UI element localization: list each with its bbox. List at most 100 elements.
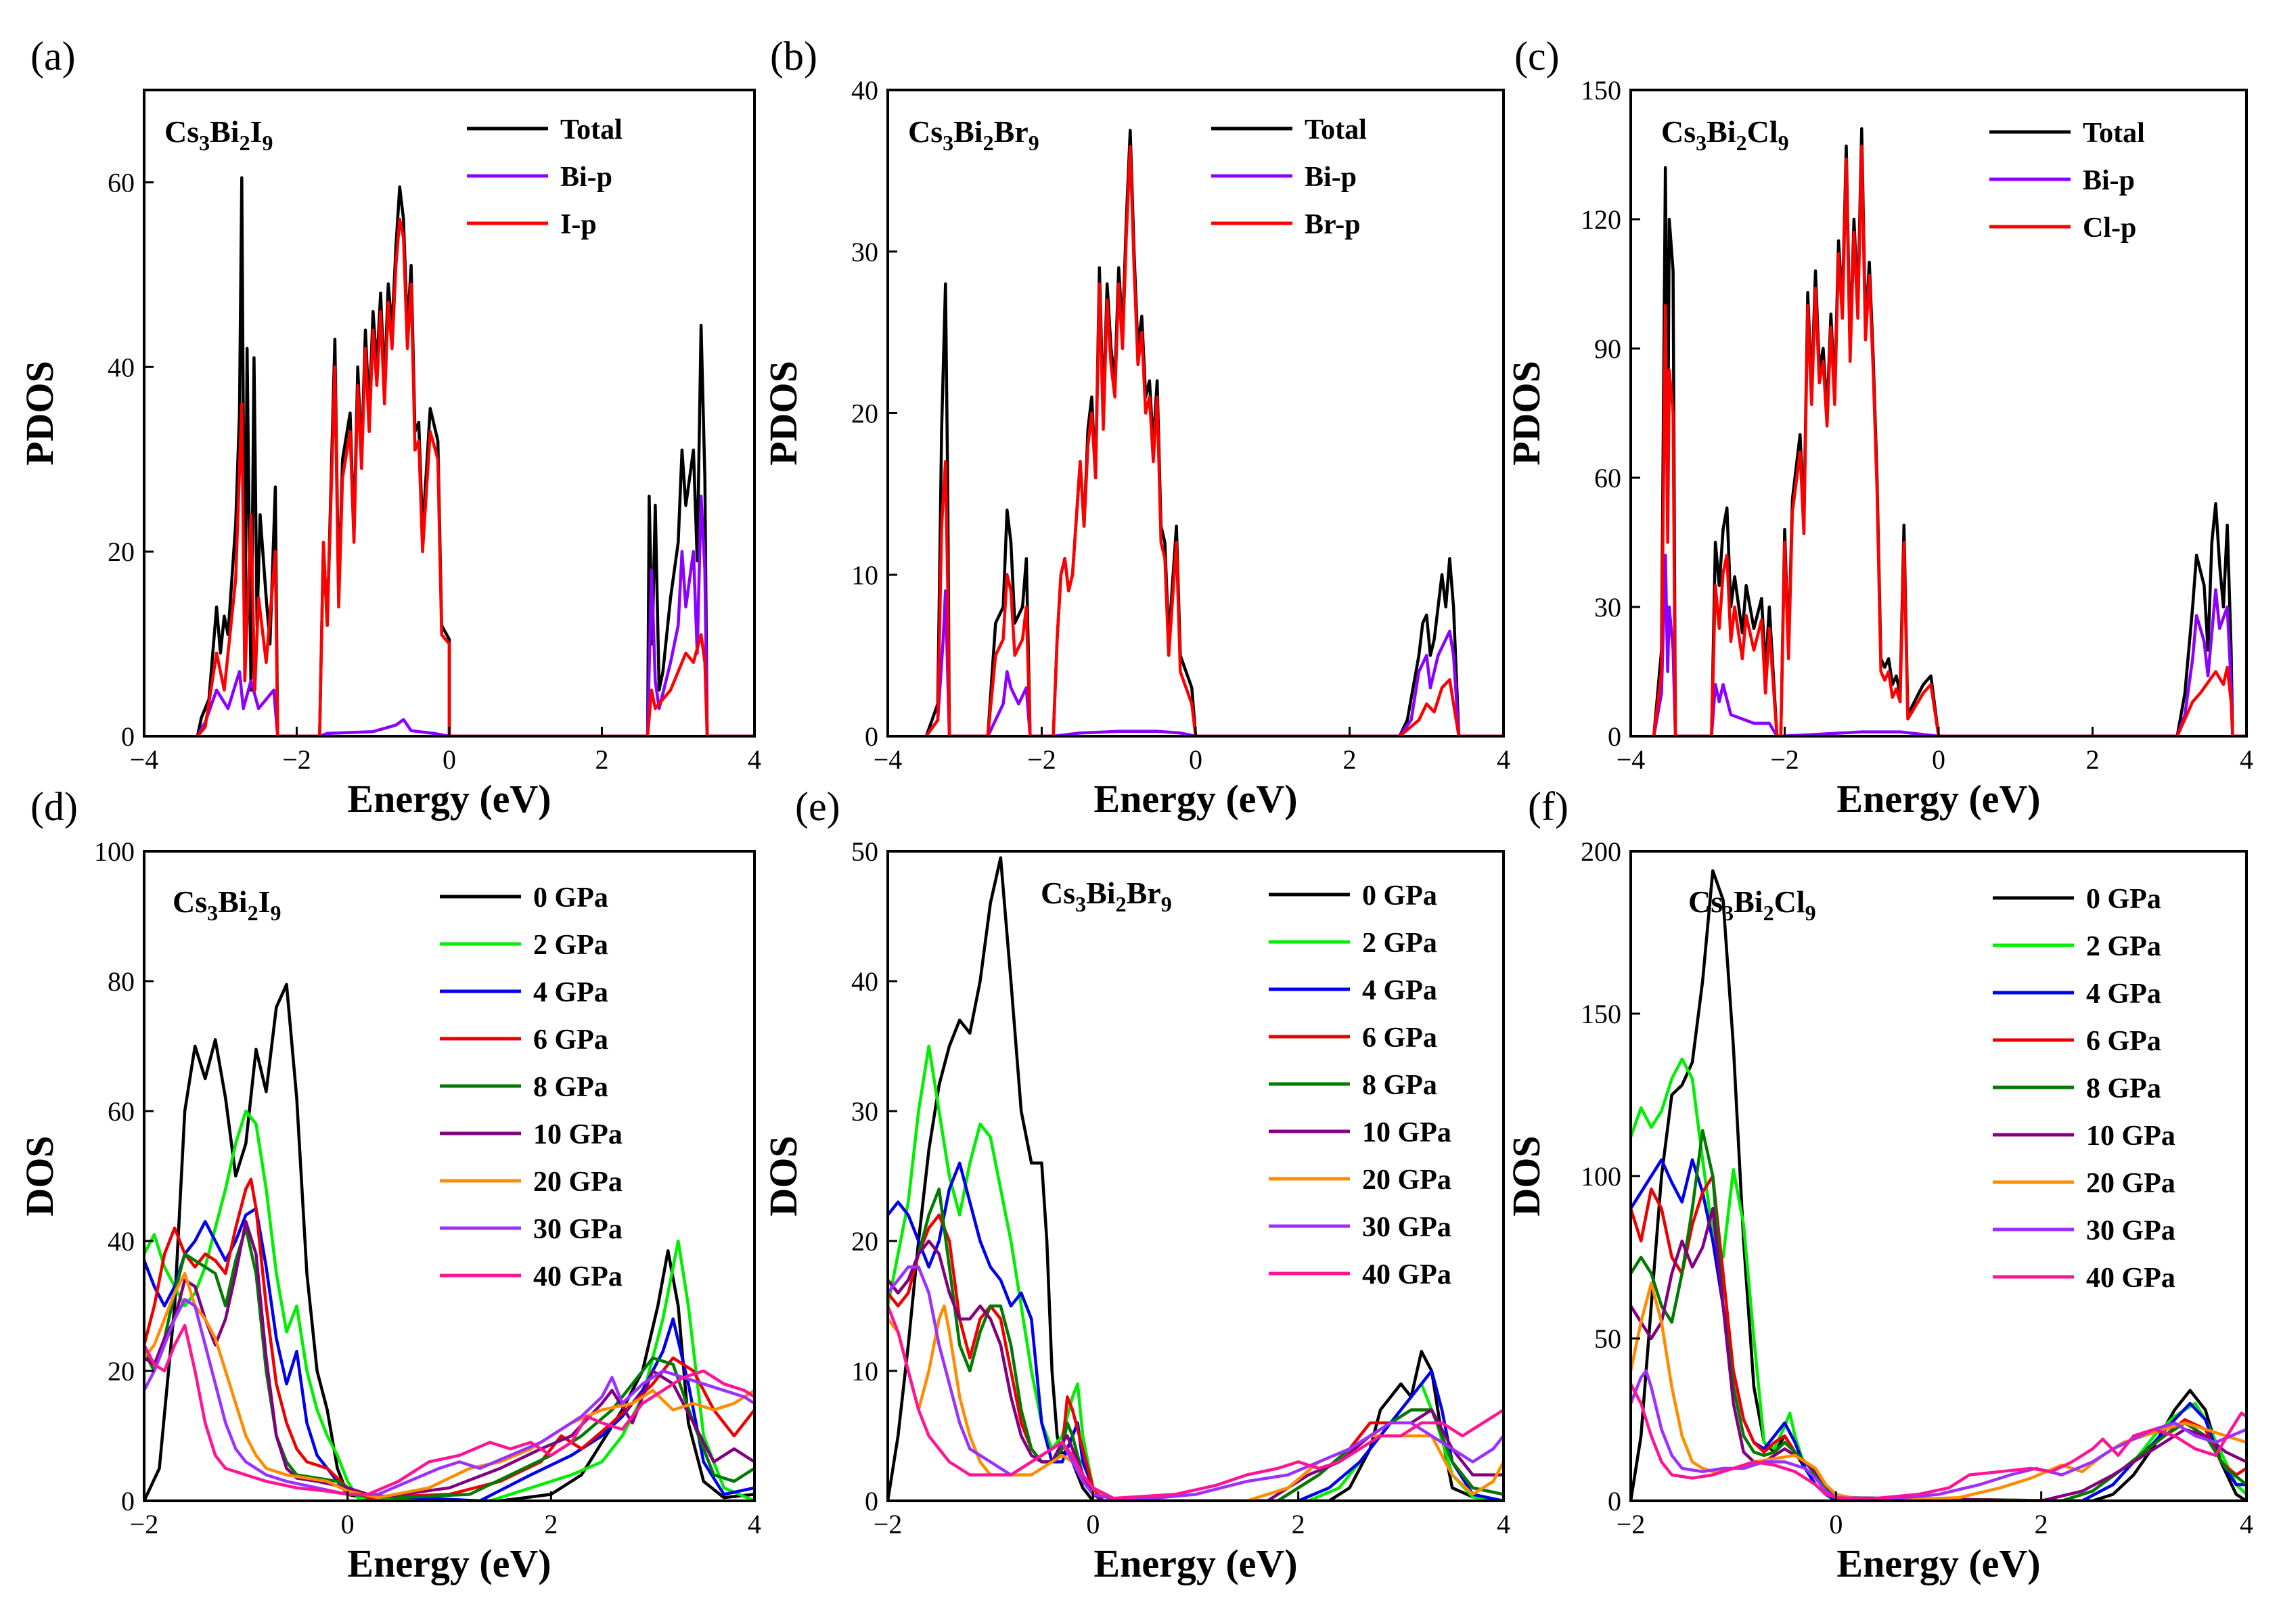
panel-label: (a) [30,34,76,78]
x-tick-label: 4 [1497,744,1510,775]
y-axis-label: PDOS [761,361,805,466]
x-tick-label: 0 [1932,744,1945,775]
legend-label: 10 GPa [533,1119,623,1150]
x-tick-label: 4 [2240,744,2253,775]
plot-frame [886,850,1505,1502]
legend-label: 4 GPa [2086,978,2161,1010]
legend-label: 8 GPa [1362,1070,1437,1101]
y-tick-label: 30 [851,1096,878,1127]
chart-title: Cs3Bi2Cl9 [1688,884,1816,925]
y-tick-label: 0 [865,1486,878,1516]
legend-label: 30 GPa [1362,1212,1451,1243]
series-line-bi-p [196,495,754,736]
y-tick-label: 20 [851,399,878,429]
x-tick-label: −2 [130,1509,159,1539]
x-tick-label: −2 [282,744,311,775]
legend-label: Bi-p [1305,162,1357,193]
legend-label: Br-p [1305,209,1360,240]
series-line-20-gpa [888,1304,1504,1501]
legend: 0 GPa 2 GPa 4 GPa 6 GPa 8 GPa 10 GPa 20 GPa 30 … [1993,884,2175,1294]
series-line-30-gpa [144,1298,754,1496]
x-tick-label: 4 [2240,1509,2253,1539]
y-axis-label: PDOS [18,361,62,466]
panel-label: (f) [1528,784,1568,829]
legend: 0 GPa 2 GPa 4 GPa 6 GPa 8 GPa 10 GPa 20 GPa 30 … [1269,880,1451,1290]
y-tick-label: 0 [121,721,135,752]
legend-label: Cl-p [2083,212,2136,244]
x-axis-label: Energy (eV) [347,777,551,821]
y-tick-label: 40 [108,352,135,382]
plot-frame [886,89,1505,738]
series-line-30-gpa [888,1265,1504,1501]
y-tick-label: 40 [851,75,878,106]
y-tick-label: 60 [1594,463,1621,493]
legend-label: 6 GPa [533,1024,608,1056]
series-line-10-gpa [1631,1206,2246,1501]
legend-label: 20 GPa [533,1167,623,1198]
series-line-cl-p [1652,144,2246,736]
legend-label: Total [1305,114,1367,145]
legend-label: 0 GPa [2086,884,2161,915]
y-tick-label: 10 [851,1356,878,1386]
y-tick-label: 200 [1581,836,1621,867]
y-tick-label: 0 [1608,1486,1621,1516]
x-axis-label: Energy (eV) [1836,1541,2040,1585]
panel-label: (d) [30,784,78,829]
series-line-total [1652,127,2246,736]
series-line-8-gpa [144,1226,754,1499]
series-line-bi-p [925,589,1504,736]
y-tick-label: 10 [851,560,878,590]
legend-label: 2 GPa [1362,928,1437,959]
x-tick-label: 2 [1343,744,1357,775]
chart-title: Cs3Bi2Br9 [908,114,1039,155]
legend-label: 10 GPa [1362,1117,1451,1148]
x-tick-label: −2 [874,1509,903,1539]
x-tick-label: 2 [544,1509,558,1539]
y-tick-label: 60 [108,167,135,198]
series-line-20-gpa [1631,1282,2246,1501]
series-line-0-gpa [144,983,754,1501]
y-tick-label: 0 [1608,721,1621,752]
x-axis-label: Energy (eV) [1093,1541,1297,1585]
y-tick-label: 0 [865,721,878,752]
y-tick-label: 50 [851,836,878,867]
series-line-i-p [196,217,754,736]
legend-label: I-p [560,209,597,240]
x-tick-label: −2 [1027,744,1056,775]
x-tick-label: −2 [1617,1509,1646,1539]
legend-label: Bi-p [560,162,612,193]
y-axis-label: DOS [1504,1135,1548,1216]
y-tick-label: 150 [1581,75,1621,106]
legend-label: 2 GPa [2086,931,2161,962]
y-axis-label: DOS [18,1135,62,1216]
legend: 0 GPa 2 GPa 4 GPa 6 GPa 8 GPa 10 GPa 20 GPa 30 … [440,882,623,1292]
x-tick-label: 4 [1497,1509,1510,1539]
y-tick-label: 60 [108,1096,135,1127]
legend-label: 20 GPa [2086,1168,2175,1199]
y-tick-label: 0 [121,1486,135,1516]
series-line-2-gpa [1631,1057,2246,1501]
panel-label: (b) [770,34,817,78]
series-line-40-gpa [144,1324,754,1496]
y-tick-label: 100 [1581,1161,1621,1192]
x-tick-label: −4 [130,744,159,775]
y-tick-label: 30 [851,237,878,267]
legend-label: 30 GPa [2086,1215,2175,1246]
legend-label: 20 GPa [1362,1165,1451,1196]
legend-label: 6 GPa [1362,1022,1437,1054]
panel-label: (c) [1514,34,1560,78]
chart-title: Cs3Bi2Br9 [1041,876,1172,916]
legend-label: 6 GPa [2086,1026,2161,1057]
x-tick-label: 0 [1189,744,1202,775]
legend-label: 40 GPa [533,1261,623,1292]
legend-label: 2 GPa [533,930,608,961]
x-tick-label: 0 [443,744,456,775]
series-line-4-gpa [888,1161,1504,1501]
legend-label: Total [560,114,623,145]
